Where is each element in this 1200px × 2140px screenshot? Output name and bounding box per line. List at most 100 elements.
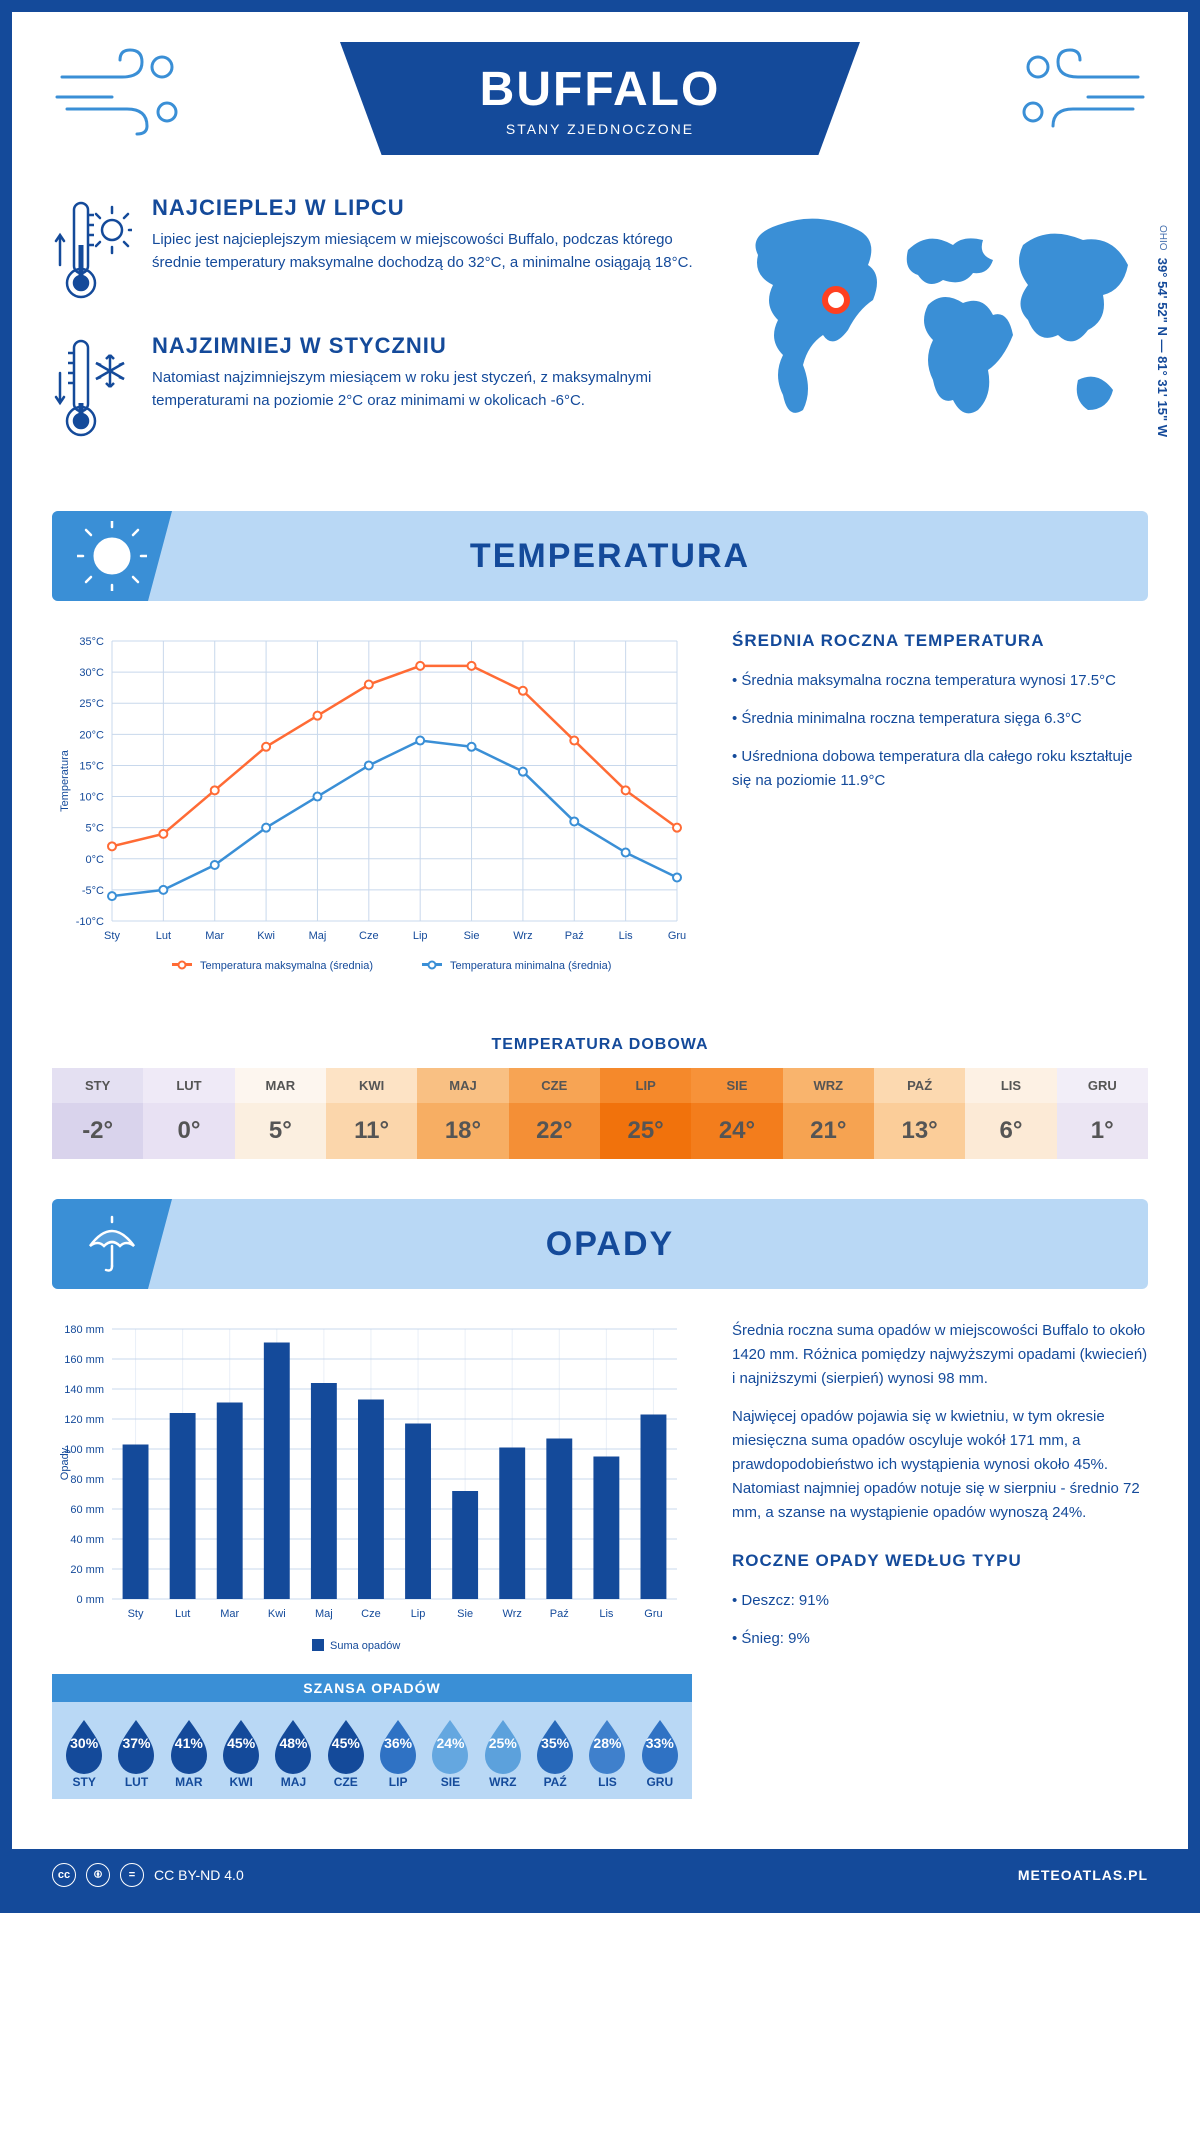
wind-icon — [52, 42, 192, 142]
country-subtitle: STANY ZJEDNOCZONE — [370, 121, 830, 137]
svg-text:Lip: Lip — [413, 930, 428, 942]
svg-text:25°C: 25°C — [79, 698, 104, 710]
rain-chance-cell: 48% MAJ — [267, 1716, 319, 1789]
temp-stat-3: Uśredniona dobowa temperatura dla całego… — [732, 745, 1148, 793]
temp-section-bar: TEMPERATURA — [52, 511, 1148, 601]
temp-stat-2: Średnia minimalna roczna temperatura się… — [732, 707, 1148, 731]
svg-text:Sty: Sty — [104, 930, 120, 942]
svg-text:Gru: Gru — [668, 930, 686, 942]
hot-block: NAJCIEPLEJ W LIPCU Lipiec jest najcieple… — [52, 195, 698, 305]
daily-temp-title: TEMPERATURA DOBOWA — [12, 1036, 1188, 1054]
map-col: OHIO 39° 54' 52" N — 81° 31' 15" W — [728, 195, 1148, 471]
sun-icon — [77, 521, 147, 591]
daily-temp-cell: WRZ21° — [783, 1068, 874, 1159]
rain-section-bar: OPADY — [52, 1199, 1148, 1289]
rain-text-1: Średnia roczna suma opadów w miejscowośc… — [732, 1319, 1148, 1391]
umbrella-icon — [82, 1214, 142, 1274]
rain-stats: Średnia roczna suma opadów w miejscowośc… — [732, 1319, 1148, 1799]
cold-title: NAJZIMNIEJ W STYCZNIU — [152, 333, 698, 359]
temp-chart-row: -10°C-5°C0°C5°C10°C15°C20°C25°C30°C35°CS… — [12, 631, 1188, 1016]
svg-text:Lut: Lut — [175, 1608, 190, 1620]
svg-text:Cze: Cze — [359, 930, 379, 942]
rain-type-title: ROCZNE OPADY WEDŁUG TYPU — [732, 1551, 1148, 1571]
daily-temp-cell: SIE24° — [691, 1068, 782, 1159]
rain-chance-cell: 30% STY — [58, 1716, 110, 1789]
daily-temp-cell: KWI11° — [326, 1068, 417, 1159]
license-block: cc 🅯 = CC BY-ND 4.0 — [52, 1863, 244, 1887]
svg-text:20°C: 20°C — [79, 729, 104, 741]
svg-text:Gru: Gru — [644, 1608, 662, 1620]
rain-chance-cell: 33% GRU — [634, 1716, 686, 1789]
coordinates: OHIO 39° 54' 52" N — 81° 31' 15" W — [1155, 225, 1170, 437]
by-icon: 🅯 — [86, 1863, 110, 1887]
svg-text:Temperatura: Temperatura — [59, 749, 71, 812]
region-label: OHIO — [1157, 225, 1168, 251]
svg-text:10°C: 10°C — [79, 792, 104, 804]
rain-chance-row: 30% STY 37% LUT 41% MAR 45% KWI 48% MAJ — [52, 1702, 692, 1799]
svg-text:Cze: Cze — [361, 1608, 381, 1620]
svg-text:80 mm: 80 mm — [70, 1474, 104, 1486]
rain-chance-box: SZANSA OPADÓW 30% STY 37% LUT 41% MAR 45… — [52, 1674, 692, 1799]
svg-text:Lip: Lip — [411, 1608, 426, 1620]
svg-text:Mar: Mar — [220, 1608, 239, 1620]
daily-temp-table: STY-2°LUT0°MAR5°KWI11°MAJ18°CZE22°LIP25°… — [52, 1068, 1148, 1159]
rain-text-2: Najwięcej opadów pojawia się w kwietniu,… — [732, 1405, 1148, 1525]
svg-text:Lis: Lis — [599, 1608, 614, 1620]
thermometer-hot-icon — [52, 195, 132, 305]
svg-text:Sie: Sie — [457, 1608, 473, 1620]
svg-text:Paź: Paź — [565, 930, 584, 942]
rain-chance-cell: 37% LUT — [110, 1716, 162, 1789]
rain-type-2: Śnieg: 9% — [732, 1627, 1148, 1651]
svg-text:140 mm: 140 mm — [64, 1384, 104, 1396]
temp-stat-1: Średnia maksymalna roczna temperatura wy… — [732, 669, 1148, 693]
rain-chart-row: 0 mm20 mm40 mm60 mm80 mm100 mm120 mm140 … — [12, 1319, 1188, 1819]
svg-text:Maj: Maj — [315, 1608, 333, 1620]
wind-icon — [1008, 42, 1148, 142]
rain-chance-cell: 41% MAR — [163, 1716, 215, 1789]
cc-icon: cc — [52, 1863, 76, 1887]
rain-section-title: OPADY — [172, 1225, 1048, 1264]
svg-text:Opady: Opady — [59, 1447, 71, 1480]
rain-chance-cell: 28% LIS — [581, 1716, 633, 1789]
daily-temp-cell: GRU1° — [1057, 1068, 1148, 1159]
svg-text:0°C: 0°C — [86, 854, 105, 866]
svg-text:Kwi: Kwi — [268, 1608, 286, 1620]
rain-chance-cell: 36% LIP — [372, 1716, 424, 1789]
svg-text:30°C: 30°C — [79, 667, 104, 679]
temp-section-title: TEMPERATURA — [172, 537, 1048, 576]
svg-text:120 mm: 120 mm — [64, 1414, 104, 1426]
svg-text:15°C: 15°C — [79, 760, 104, 772]
header: BUFFALO STANY ZJEDNOCZONE — [12, 12, 1188, 175]
coords-value: 39° 54' 52" N — 81° 31' 15" W — [1155, 258, 1170, 437]
svg-text:-5°C: -5°C — [82, 885, 104, 897]
infographic-page: BUFFALO STANY ZJEDNOCZONE — [0, 0, 1200, 1913]
svg-text:Temperatura maksymalna (średni: Temperatura maksymalna (średnia) — [200, 960, 373, 972]
rain-chance-cell: 45% CZE — [320, 1716, 372, 1789]
svg-text:Kwi: Kwi — [257, 930, 275, 942]
precipitation-bar-chart: 0 mm20 mm40 mm60 mm80 mm100 mm120 mm140 … — [52, 1319, 692, 1659]
daily-temp-cell: PAŹ13° — [874, 1068, 965, 1159]
rain-chance-cell: 24% SIE — [424, 1716, 476, 1789]
site-name: METEOATLAS.PL — [1018, 1867, 1148, 1883]
svg-text:40 mm: 40 mm — [70, 1534, 104, 1546]
svg-text:Temperatura minimalna (średnia: Temperatura minimalna (średnia) — [450, 960, 611, 972]
daily-temp-cell: LIS6° — [965, 1068, 1056, 1159]
hot-title: NAJCIEPLEJ W LIPCU — [152, 195, 698, 221]
svg-text:Sty: Sty — [128, 1608, 144, 1620]
svg-text:Mar: Mar — [205, 930, 224, 942]
intro-text-col: NAJCIEPLEJ W LIPCU Lipiec jest najcieple… — [52, 195, 698, 471]
svg-text:5°C: 5°C — [86, 823, 105, 835]
intro-section: NAJCIEPLEJ W LIPCU Lipiec jest najcieple… — [12, 175, 1188, 501]
rain-chance-cell: 25% WRZ — [477, 1716, 529, 1789]
cold-text: Natomiast najzimniejszym miesiącem w rok… — [152, 367, 698, 412]
footer: cc 🅯 = CC BY-ND 4.0 METEOATLAS.PL — [12, 1849, 1188, 1901]
temp-stats: ŚREDNIA ROCZNA TEMPERATURA Średnia maksy… — [732, 631, 1148, 996]
svg-text:Paź: Paź — [550, 1608, 569, 1620]
svg-text:-10°C: -10°C — [76, 916, 104, 928]
svg-text:Maj: Maj — [309, 930, 327, 942]
cold-block: NAJZIMNIEJ W STYCZNIU Natomiast najzimni… — [52, 333, 698, 443]
title-banner: BUFFALO STANY ZJEDNOCZONE — [340, 42, 860, 155]
daily-temp-cell: CZE22° — [509, 1068, 600, 1159]
rain-chance-title: SZANSA OPADÓW — [52, 1674, 692, 1702]
city-title: BUFFALO — [370, 62, 830, 117]
